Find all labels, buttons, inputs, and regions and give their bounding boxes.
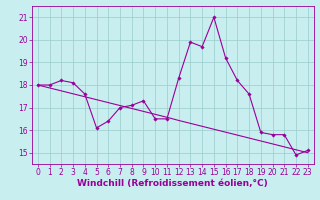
X-axis label: Windchill (Refroidissement éolien,°C): Windchill (Refroidissement éolien,°C) (77, 179, 268, 188)
